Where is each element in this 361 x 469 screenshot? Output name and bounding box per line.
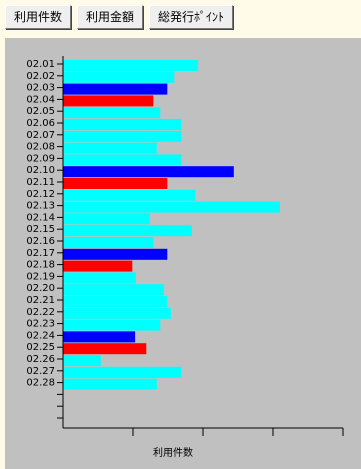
- bar: [63, 366, 182, 378]
- y-tick-label: 02.26: [26, 354, 55, 365]
- bar: [63, 237, 154, 248]
- bar: [63, 189, 196, 201]
- y-tick-label: 02.03: [26, 83, 55, 94]
- y-tick-label: 02.06: [26, 118, 55, 129]
- y-tick-label: 02.08: [26, 142, 55, 153]
- bar: [63, 71, 175, 83]
- x-axis-label: 利用件数: [153, 446, 193, 459]
- bar: [63, 142, 157, 154]
- y-tick-label: 02.17: [26, 248, 55, 259]
- y-tick-label: 02.13: [26, 201, 55, 212]
- bar: [63, 130, 182, 142]
- y-tick-label: 02.16: [26, 236, 55, 247]
- button[interactable]: 総発行ﾎﾟｲﾝﾄ: [149, 5, 234, 29]
- y-tick-label: 02.27: [26, 366, 55, 377]
- y-tick-label: 02.11: [26, 177, 55, 188]
- bar: [63, 107, 161, 119]
- y-tick-label: 02.20: [26, 283, 55, 294]
- y-tick-label: 02.10: [26, 165, 55, 176]
- y-tick-label: 02.02: [26, 71, 55, 82]
- y-tick-label: 02.22: [26, 307, 55, 318]
- bar: [63, 378, 157, 390]
- bar: [63, 272, 136, 284]
- y-tick-label: 02.04: [26, 94, 55, 105]
- toolbar: 利用件数 利用金額 総発行ﾎﾟｲﾝﾄ: [5, 5, 234, 29]
- y-tick-label: 02.24: [26, 330, 55, 341]
- bar: [63, 95, 154, 107]
- bar: [63, 355, 101, 366]
- y-tick-label: 02.01: [26, 59, 55, 70]
- bar: [63, 307, 171, 319]
- y-tick-label: 02.09: [26, 153, 55, 164]
- y-tick-label: 02.28: [26, 378, 55, 389]
- button[interactable]: 利用件数: [5, 5, 72, 29]
- bar: [63, 343, 147, 355]
- bar: [63, 166, 234, 178]
- bar: [63, 154, 182, 166]
- bar: [63, 201, 280, 213]
- bar: [63, 248, 168, 260]
- bar: [63, 225, 192, 237]
- y-tick-label: 02.07: [26, 130, 55, 141]
- bar: [63, 260, 133, 272]
- bar: [63, 284, 164, 296]
- bar: [63, 296, 168, 307]
- bar: [63, 83, 168, 95]
- y-tick-label: 02.25: [26, 342, 55, 353]
- bar: [63, 319, 161, 331]
- y-tick-label: 02.05: [26, 106, 55, 117]
- y-tick-label: 02.15: [26, 224, 55, 235]
- chart-panel: [5, 38, 361, 469]
- y-tick-label: 02.23: [26, 319, 55, 330]
- y-tick-label: 02.18: [26, 260, 55, 271]
- y-tick-label: 02.21: [26, 295, 55, 306]
- y-tick-label: 02.14: [26, 212, 55, 223]
- bar: [63, 331, 136, 343]
- bar: [63, 178, 168, 189]
- button[interactable]: 利用金額: [77, 5, 144, 29]
- bar: [63, 60, 199, 71]
- y-tick-label: 02.12: [26, 189, 55, 200]
- bar: [63, 119, 182, 130]
- y-tick-label: 02.19: [26, 271, 55, 282]
- bar: [63, 213, 150, 225]
